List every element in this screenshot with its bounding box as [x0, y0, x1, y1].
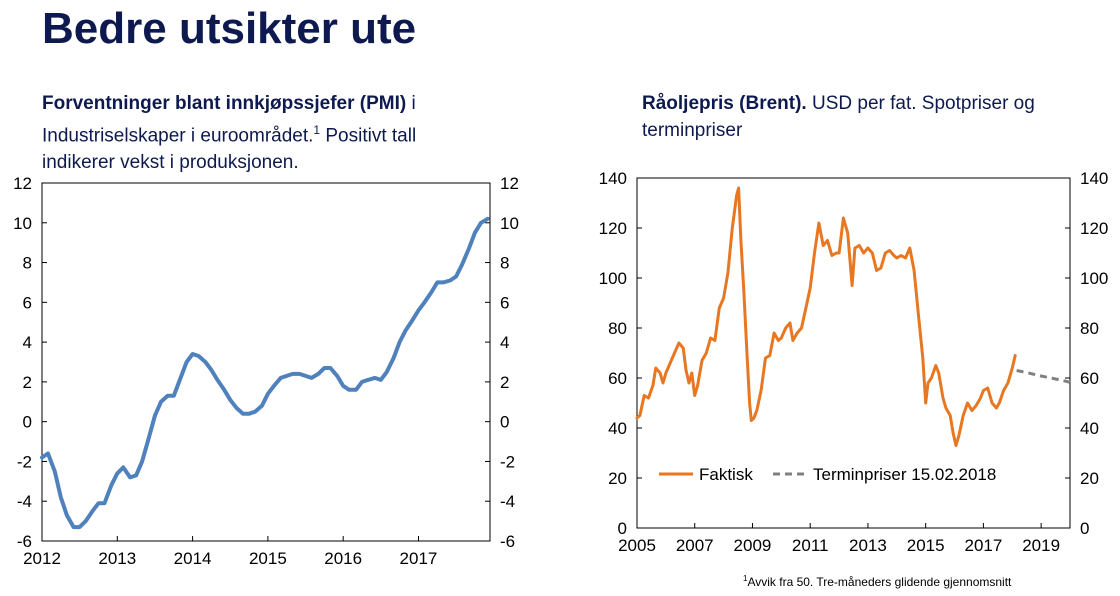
pmi-title-text-2: Positivt tall indikerer vekst i produksj… — [42, 125, 417, 174]
brent-ytick-label-right: 120 — [1080, 219, 1108, 238]
brent-ytick-label-left: 100 — [599, 269, 627, 288]
brent-ytick-label-left: 140 — [599, 169, 627, 188]
pmi-ytick-label-right: 6 — [500, 293, 509, 312]
brent-xtick-label: 2013 — [849, 536, 887, 555]
pmi-xtick-label: 2016 — [324, 549, 362, 568]
pmi-ytick-label-left: -2 — [17, 452, 32, 471]
pmi-series-line-0 — [40, 216, 490, 530]
page-title: Bedre utsikter ute — [42, 4, 417, 53]
brent-ytick-label-right: 140 — [1080, 169, 1108, 188]
pmi-ytick-label-left: 2 — [23, 373, 32, 392]
pmi-ytick-label-left: 6 — [23, 293, 32, 312]
brent-ytick-label-right: 40 — [1080, 419, 1099, 438]
brent-legend-label-0: Faktisk — [699, 465, 753, 484]
brent-series-line-1 — [1016, 369, 1071, 384]
brent-xtick-label: 2009 — [734, 536, 772, 555]
brent-xtick-label: 2019 — [1022, 536, 1060, 555]
brent-xtick-label: 2011 — [792, 536, 829, 555]
pmi-title-text-1: i Industriselskaper i euroområdet. — [42, 93, 416, 147]
brent-legend-label-1: Terminpriser 15.02.2018 — [813, 465, 996, 484]
pmi-plot-frame — [41, 182, 491, 542]
pmi-ytick-label-right: 0 — [500, 413, 509, 432]
pmi-ytick-label-left: 10 — [13, 214, 32, 233]
pmi-ytick-label-right: 10 — [500, 214, 519, 233]
pmi-ytick-label-right: 2 — [500, 373, 509, 392]
brent-ytick-label-left: 60 — [608, 369, 627, 388]
brent-xtick-label: 2017 — [964, 536, 1002, 555]
brent-series-line-0 — [635, 186, 1017, 447]
pmi-xtick-label: 2013 — [98, 549, 136, 568]
pmi-ytick-label-left: -6 — [17, 532, 32, 551]
footnote: 1Avvik fra 50. Tre-måneders glidende gje… — [743, 574, 1011, 589]
pmi-chart-title: Forventninger blant innkjøpssjefer (PMI)… — [42, 90, 492, 176]
brent-ytick-label-right: 0 — [1080, 519, 1089, 538]
pmi-xtick-label: 2014 — [174, 549, 212, 568]
brent-xtick-label: 2015 — [907, 536, 945, 555]
pmi-ytick-label-right: -6 — [500, 532, 515, 551]
brent-ytick-label-left: 80 — [608, 319, 627, 338]
brent-ytick-label-left: 0 — [618, 519, 627, 538]
brent-ytick-label-left: 20 — [608, 469, 627, 488]
pmi-ytick-label-right: 8 — [500, 254, 509, 273]
pmi-ytick-label-right: 12 — [500, 174, 519, 193]
pmi-ytick-label-right: 4 — [500, 333, 509, 352]
brent-chart-title: Råoljepris (Brent). USD per fat. Spotpri… — [642, 90, 1082, 144]
pmi-ytick-label-left: 8 — [23, 254, 32, 273]
brent-chart: 0 0 20 20 40 40 60 60 80 80 100 100 120 120 140 140 2005… — [599, 169, 1109, 555]
brent-ytick-label-right: 80 — [1080, 319, 1099, 338]
pmi-ytick-label-left: 12 — [13, 174, 32, 193]
brent-ytick-label-left: 40 — [608, 419, 627, 438]
footnote-mark: 1 — [743, 574, 748, 583]
brent-ytick-label-right: 60 — [1080, 369, 1099, 388]
brent-ytick-label-right: 100 — [1080, 269, 1108, 288]
brent-xtick-label: 2007 — [676, 536, 714, 555]
pmi-xtick-label: 2015 — [249, 549, 287, 568]
pmi-ytick-label-right: -4 — [500, 492, 515, 511]
pmi-xtick-label: 2017 — [400, 549, 438, 568]
pmi-ytick-label-right: -2 — [500, 452, 515, 471]
pmi-chart: -6 -6 -4 -4 -2 -2 0 0 2 2 4 4 6 6 8 8 10 10 12 12 2012 2013 20… — [13, 174, 519, 568]
brent-title-bold: Råoljepris (Brent). — [642, 93, 807, 114]
pmi-title-footnote-mark: 1 — [313, 123, 321, 137]
pmi-ytick-label-left: -4 — [17, 492, 32, 511]
footnote-text: Avvik fra 50. Tre-måneders glidende gjen… — [747, 575, 1012, 589]
brent-ytick-label-right: 20 — [1080, 469, 1099, 488]
pmi-xtick-label: 2012 — [23, 549, 61, 568]
brent-xtick-label: 2005 — [618, 536, 656, 555]
pmi-ytick-label-left: 0 — [23, 413, 32, 432]
pmi-title-bold: Forventninger blant innkjøpssjefer (PMI) — [42, 93, 407, 114]
brent-title-text: USD per fat. Spotpriser og terminpriser — [642, 93, 1035, 141]
pmi-ytick-label-left: 4 — [23, 333, 32, 352]
brent-plot-frame — [636, 177, 1071, 529]
brent-ytick-label-left: 120 — [599, 219, 627, 238]
